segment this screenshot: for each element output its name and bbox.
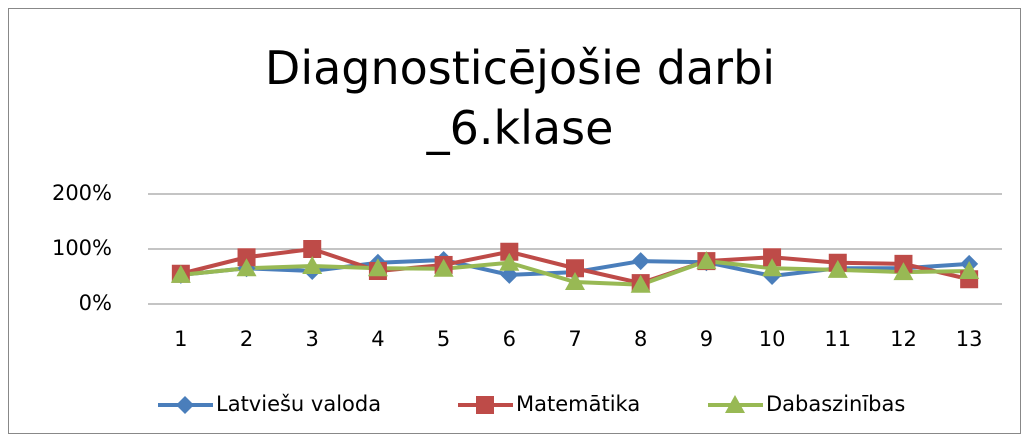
legend-marker xyxy=(725,395,745,413)
marker xyxy=(237,248,256,267)
x-tick-label: 7 xyxy=(568,327,581,351)
chart-frame xyxy=(8,8,1021,434)
marker xyxy=(630,274,651,293)
legend-label: Latviešu valoda xyxy=(216,392,381,416)
marker xyxy=(302,256,323,275)
marker xyxy=(500,242,519,261)
legend-label: Matemātika xyxy=(516,392,640,416)
x-tick-label: 5 xyxy=(437,327,450,351)
x-tick-label: 10 xyxy=(759,327,786,351)
marker xyxy=(631,252,650,271)
x-tick-label: 2 xyxy=(240,327,253,351)
marker xyxy=(959,261,980,279)
x-tick-label: 3 xyxy=(306,327,319,351)
legend-marker xyxy=(476,396,494,414)
chart-title: Diagnosticējošie darbi _6.klase xyxy=(264,41,776,155)
y-tick-label: 0% xyxy=(79,291,112,315)
marker xyxy=(566,259,584,278)
marker xyxy=(762,258,783,277)
x-tick-label: 8 xyxy=(634,327,647,351)
marker xyxy=(433,258,454,277)
marker xyxy=(696,251,717,270)
marker xyxy=(893,262,914,281)
marker xyxy=(367,258,388,277)
marker xyxy=(763,248,782,267)
x-tick-label: 9 xyxy=(700,327,713,351)
x-tick-label: 4 xyxy=(371,327,384,351)
marker xyxy=(499,252,520,271)
marker xyxy=(827,259,848,278)
x-tick-label: 6 xyxy=(503,327,516,351)
x-tick-label: 13 xyxy=(956,327,983,351)
marker xyxy=(170,264,191,283)
x-tick-label: 11 xyxy=(824,327,851,351)
marker xyxy=(236,258,257,277)
legend-marker xyxy=(176,396,194,414)
x-tick-label: 1 xyxy=(174,327,187,351)
y-tick-label: 200% xyxy=(52,181,112,205)
x-tick-label: 12 xyxy=(890,327,917,351)
marker xyxy=(565,272,585,290)
marker xyxy=(303,240,322,258)
legend-label: Dabaszinības xyxy=(766,392,905,416)
y-tick-label: 100% xyxy=(52,236,112,260)
